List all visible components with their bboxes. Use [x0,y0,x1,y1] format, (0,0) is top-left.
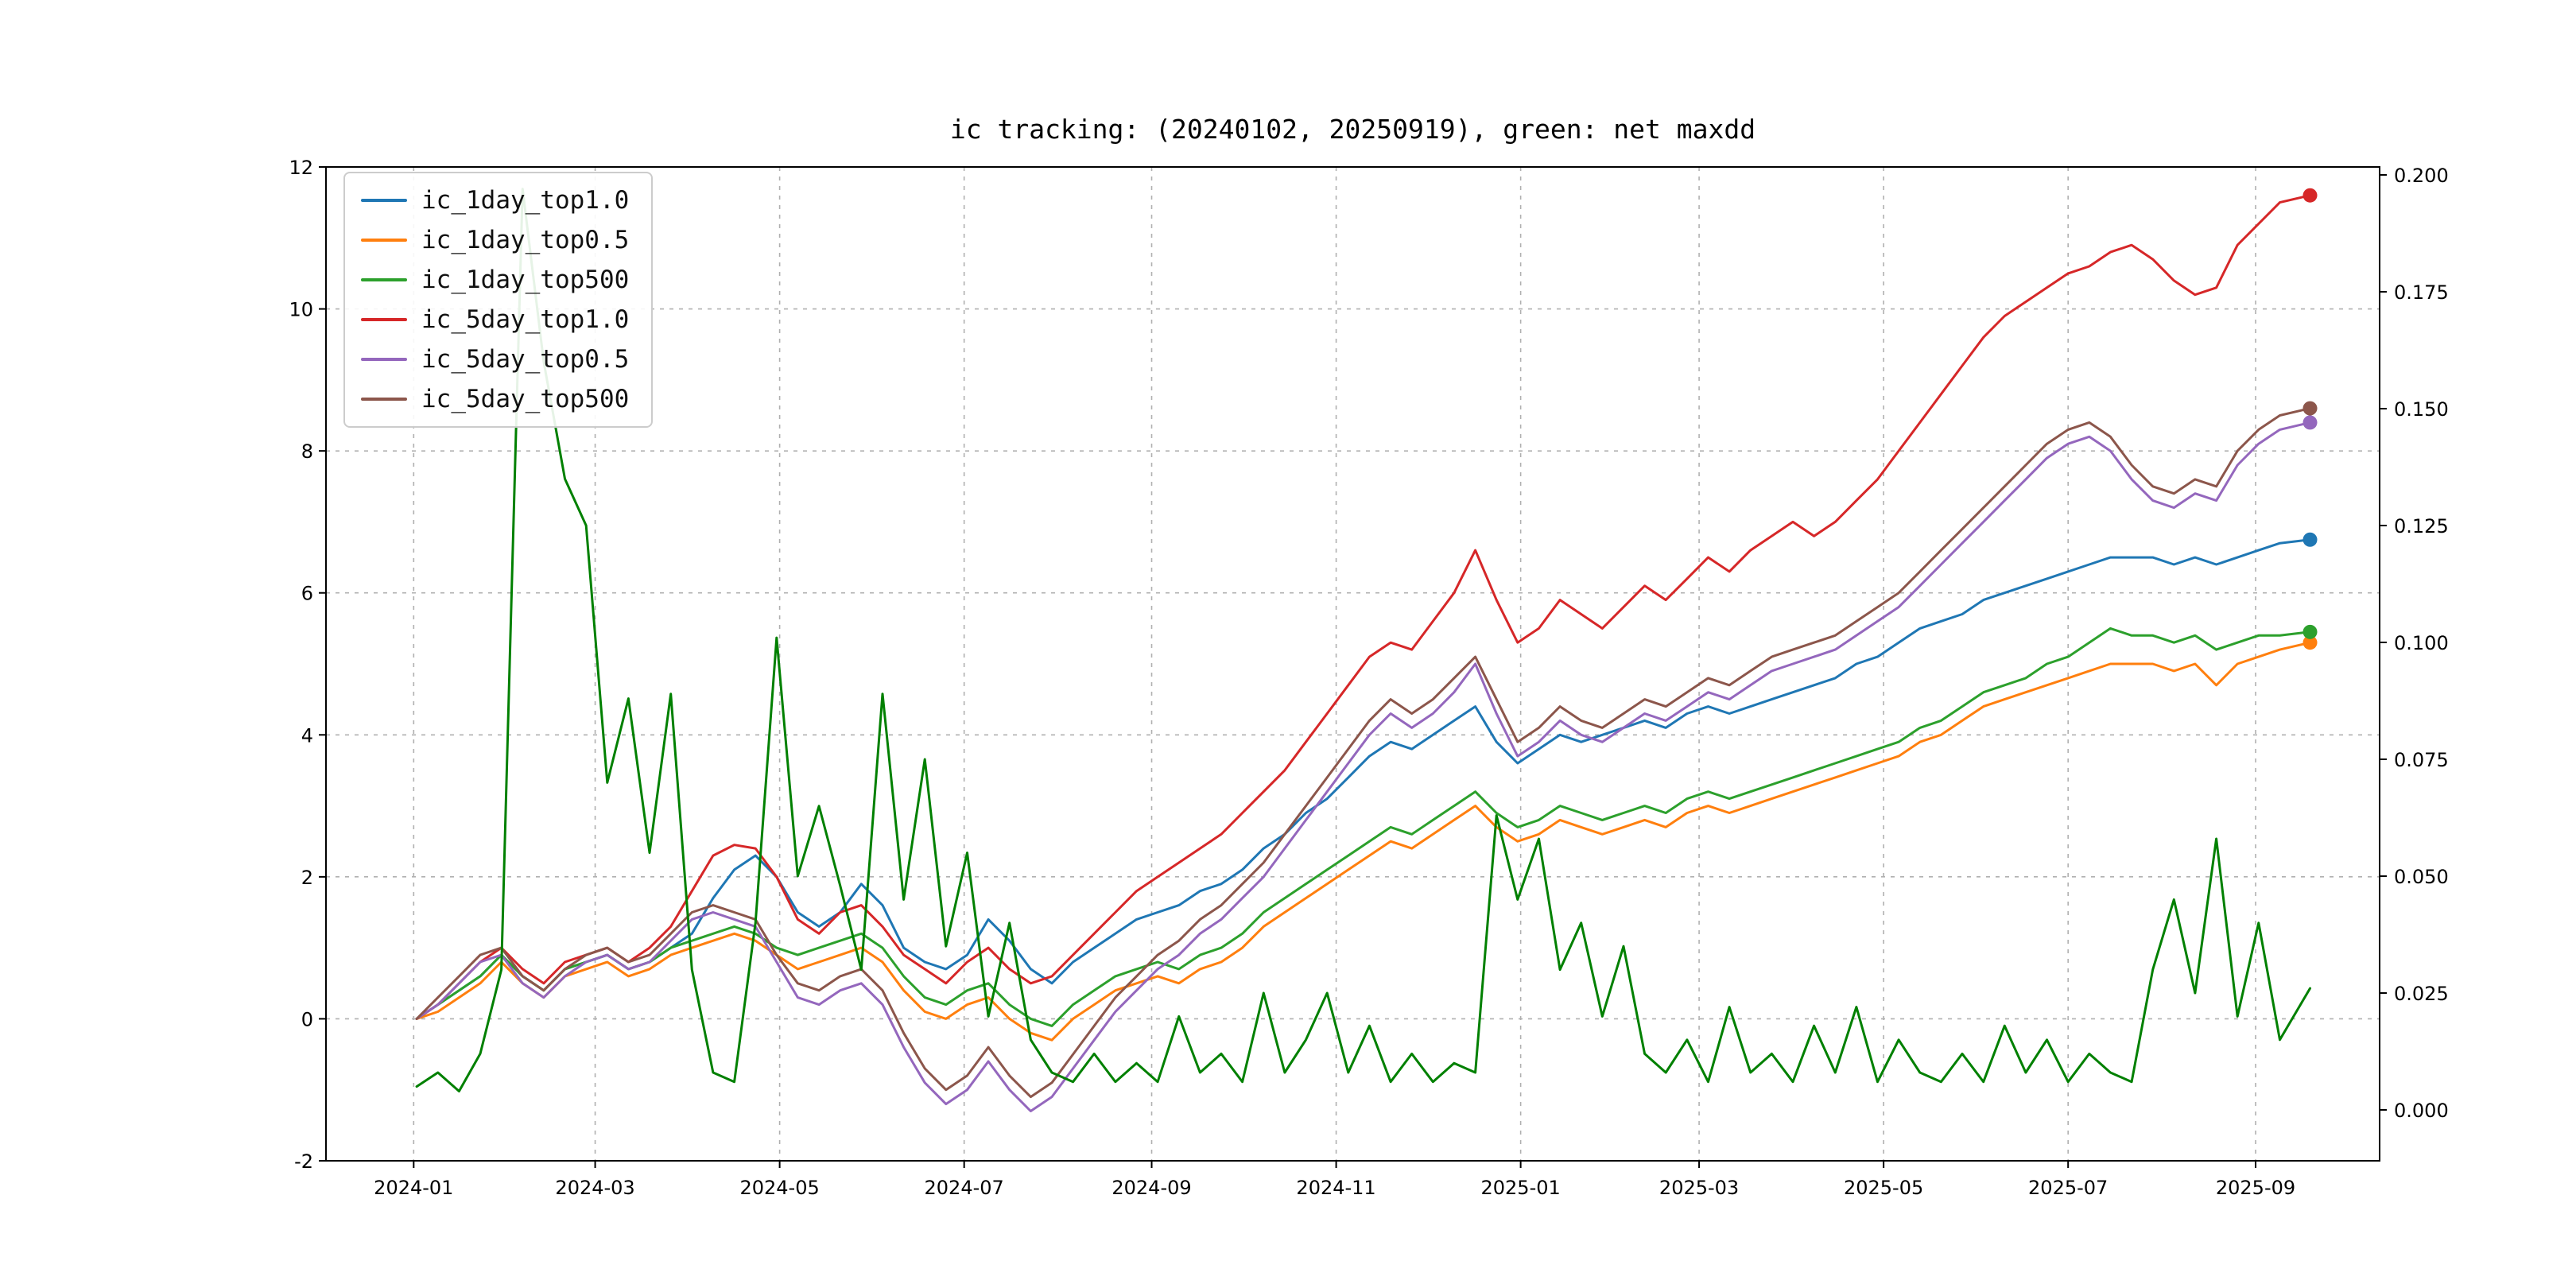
x-tick-label: 2024-05 [739,1177,819,1199]
y-left-tick-label: 6 [301,583,313,605]
y-left-tick-label: 12 [289,157,313,179]
x-tick-label: 2024-09 [1111,1177,1191,1199]
x-tick-label: 2025-05 [1844,1177,1923,1199]
y-right-tick-label: 0.075 [2394,749,2449,771]
series-line-ic_1day_top1.0 [415,538,2311,1020]
legend-item-ic_1day_top1.0: ic_1day_top1.0 [361,186,629,215]
y-left-tick-label: 10 [289,299,313,321]
y-left-tick-label: 8 [301,440,313,463]
y-right-tick-label: 0.175 [2394,281,2449,304]
y-right-tick-label: 0.125 [2394,515,2449,537]
y-right-tick-label: 0.050 [2394,866,2449,888]
legend-item-ic_5day_top1.0: ic_5day_top1.0 [361,305,629,334]
legend-line-swatch [361,318,407,321]
series-line-ic_1day_top500 [415,627,2311,1027]
legend-line-swatch [361,199,407,202]
y-right-tick-label: 0.000 [2394,1100,2449,1122]
y-left-tick-label: 0 [301,1008,313,1030]
y-left-tick-label: 2 [301,867,313,889]
series-end-dot-ic_1day_top0.5 [2302,635,2318,650]
legend-item-ic_1day_top0.5: ic_1day_top0.5 [361,226,629,254]
series-end-dot-ic_1day_top500 [2302,624,2318,639]
legend-label: ic_5day_top1.0 [421,305,630,334]
legend-line-swatch [361,358,407,361]
y-left-tick-label: -2 [294,1150,313,1173]
series-line-ic_5day_top0.5 [415,421,2311,1112]
y-right-tick-label: 0.200 [2394,165,2449,187]
legend-line-swatch [361,278,407,281]
legend-label: ic_1day_top500 [421,266,630,294]
y-left-tick-label: 4 [301,724,313,747]
x-tick-label: 2024-01 [374,1177,453,1199]
series-line-ic_5day_top500 [415,407,2311,1099]
chart-title: ic tracking: (20240102, 20250919), green… [949,114,1756,145]
legend-item-ic_5day_top500: ic_5day_top500 [361,385,629,413]
series-end-dot-ic_5day_top1.0 [2302,188,2318,203]
x-tick-label: 2025-09 [2216,1177,2295,1199]
series-end-dot-ic_5day_top0.5 [2302,415,2318,430]
y-right-tick-label: 0.100 [2394,632,2449,654]
x-tick-label: 2025-01 [1480,1177,1560,1199]
y-right-tick-label: 0.150 [2394,398,2449,421]
x-tick-label: 2024-03 [555,1177,634,1199]
tick-marks [319,166,2387,1168]
x-tick-label: 2025-03 [1659,1177,1739,1199]
legend: ic_1day_top1.0 ic_1day_top0.5 ic_1day_top5… [343,172,654,428]
series-line-net_maxdd [415,188,2311,1092]
legend-label: ic_1day_top0.5 [421,226,630,254]
plot-border [325,166,2380,1162]
y-right-tick-label: 0.025 [2394,983,2449,1005]
series-line-ic_5day_top1.0 [415,194,2311,1020]
legend-label: ic_5day_top500 [421,385,630,413]
legend-line-swatch [361,398,407,401]
x-tick-label: 2025-07 [2028,1177,2108,1199]
x-tick-label: 2024-11 [1296,1177,1375,1199]
series-end-dot-ic_5day_top500 [2302,401,2318,416]
x-tick-label: 2024-07 [925,1177,1004,1199]
legend-item-ic_1day_top500: ic_1day_top500 [361,266,629,294]
legend-item-ic_5day_top0.5: ic_5day_top0.5 [361,345,629,374]
legend-line-swatch [361,239,407,242]
series-end-dot-ic_1day_top1.0 [2302,532,2318,547]
legend-label: ic_5day_top0.5 [421,345,630,374]
legend-label: ic_1day_top1.0 [421,186,630,215]
series-line-ic_1day_top0.5 [415,641,2311,1042]
